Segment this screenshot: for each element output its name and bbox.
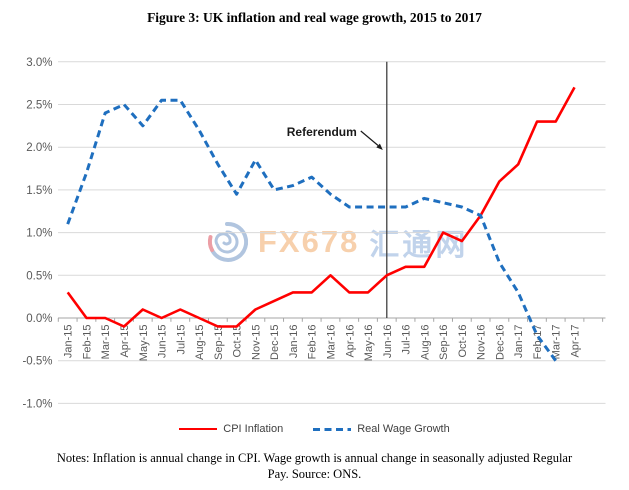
series-real-wage-growth	[66, 98, 557, 362]
x-axis-tick-label: Sep-15	[213, 325, 225, 360]
x-axis-tick-label: Nov-16	[476, 325, 488, 360]
y-axis-tick-label: 2.0%	[26, 142, 52, 154]
x-axis-tick-label: Feb-16	[307, 325, 319, 360]
blue-dashed-line-swatch	[313, 427, 352, 431]
legend-item-cpi-inflation: CPI Inflation	[179, 423, 283, 435]
x-axis-tick-label: Mar-16	[325, 325, 337, 360]
notes-line-1: Notes: Inflation is annual change in CPI…	[56, 451, 573, 465]
legend-label-cpi: CPI Inflation	[223, 423, 284, 435]
x-axis-tick-label: Sep-16	[438, 325, 450, 360]
x-axis-tick-label: Apr-17	[569, 325, 581, 358]
x-axis-tick-label: Jul-16	[401, 325, 413, 355]
figure-title: Figure 3: UK inflation and real wage gro…	[147, 10, 482, 25]
notes-line-2: Pay. Source: ONS.	[267, 466, 362, 481]
x-axis-tick-label: Aug-15	[194, 325, 206, 360]
y-axis-tick-label: -1.0%	[22, 398, 52, 410]
x-axis-tick-label: Feb-15	[81, 325, 93, 360]
referendum-label: Referendum	[287, 125, 357, 139]
x-axis-tick-label: Oct-16	[457, 325, 469, 358]
referendum-arrow-shaft	[360, 130, 379, 146]
x-axis-tick-label: Mar-15	[100, 325, 112, 360]
legend-label-wage: Real Wage Growth	[357, 423, 450, 435]
x-axis-tick-label: Dec-16	[494, 325, 506, 360]
x-axis-tick-label: Oct-15	[232, 325, 244, 358]
referendum-arrow-head	[376, 143, 383, 150]
x-axis-tick-label: Dec-15	[269, 325, 281, 360]
y-axis-tick-label: 2.5%	[26, 100, 52, 112]
chart-notes: Notes: Inflation is annual change in CPI…	[0, 451, 629, 482]
x-axis-tick-label: Jun-15	[157, 325, 169, 359]
y-axis-tick-label: -0.5%	[22, 356, 52, 368]
x-axis-tick-label: May-16	[363, 325, 375, 362]
x-axis-tick-label: Apr-15	[119, 325, 131, 358]
x-axis-tick-label: Jan-16	[288, 325, 300, 359]
series-cpi-inflation	[66, 86, 576, 328]
x-axis-tick-label: Apr-16	[344, 325, 356, 358]
x-axis-tick-label: Jan-15	[63, 325, 75, 359]
y-axis-tick-label: 3.0%	[26, 57, 52, 69]
red-solid-line-swatch	[179, 427, 218, 431]
y-axis-tick-label: 0.5%	[26, 270, 52, 282]
x-axis-tick-label: May-15	[138, 325, 150, 362]
x-axis-tick-label: Jul-15	[175, 325, 187, 355]
y-axis-tick-label: 1.0%	[26, 228, 52, 240]
x-axis-tick-label: Aug-16	[419, 325, 431, 360]
x-axis-tick-label: Jun-16	[382, 325, 394, 359]
x-axis-tick-label: Jan-17	[513, 325, 525, 359]
legend-item-real-wage-growth: Real Wage Growth	[313, 423, 450, 435]
x-axis-tick-label: Mar-17	[551, 325, 563, 360]
x-axis-tick-label: Feb-17	[532, 325, 544, 360]
x-axis-tick-label: Nov-15	[250, 325, 262, 360]
y-axis-tick-label: 1.5%	[26, 185, 52, 197]
line-chart: 3.0% 2.5% 2.0% 1.5% 1.0% 0.5% 0.0% -0.5% -1.0% Ja…	[22, 57, 606, 410]
y-axis-tick-label: 0.0%	[26, 313, 52, 325]
chart-legend: CPI Inflation Real Wage Growth	[0, 423, 629, 435]
